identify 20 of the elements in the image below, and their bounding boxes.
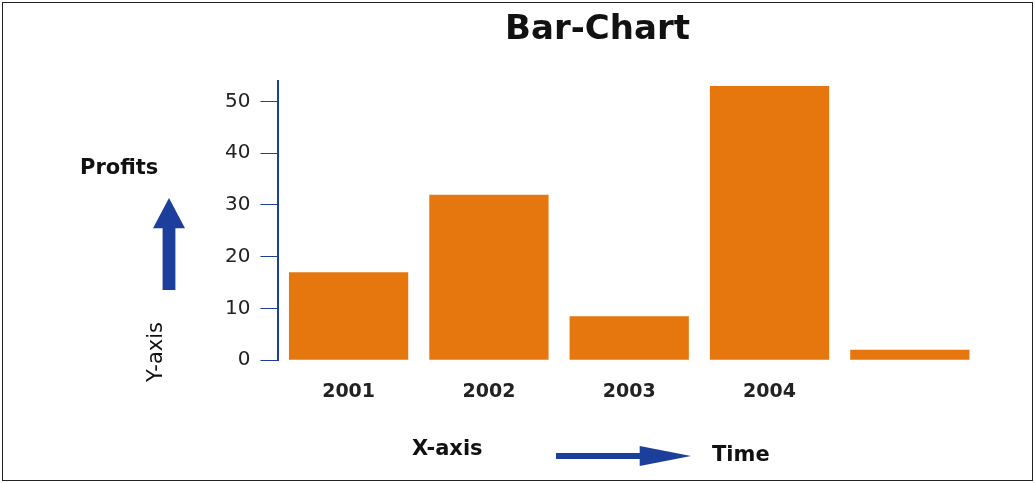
x-tick-label: 2001 bbox=[322, 378, 376, 401]
y-tick-label: 10 bbox=[225, 294, 251, 319]
bar bbox=[429, 194, 549, 360]
chart-title: Bar-Chart bbox=[505, 7, 690, 48]
y-tick-label: 0 bbox=[237, 346, 251, 371]
x-tick-label: 2002 bbox=[462, 378, 516, 401]
bar bbox=[709, 85, 830, 360]
bar bbox=[288, 272, 409, 360]
y-axis-title: Y-axis bbox=[143, 322, 167, 382]
y-tick-label: 50 bbox=[225, 87, 251, 112]
y-tick-label: 40 bbox=[225, 139, 251, 164]
bar bbox=[569, 316, 689, 360]
y-tick-label: 30 bbox=[225, 191, 251, 216]
x-tick-label: 2004 bbox=[743, 378, 796, 401]
x-tick-label: 2003 bbox=[602, 378, 656, 401]
text: Time bbox=[712, 442, 770, 466]
x-axis-title: X-axis bbox=[412, 436, 483, 460]
bar bbox=[850, 349, 970, 360]
text: Profits bbox=[80, 155, 159, 179]
y-tick-label: 20 bbox=[225, 242, 251, 267]
